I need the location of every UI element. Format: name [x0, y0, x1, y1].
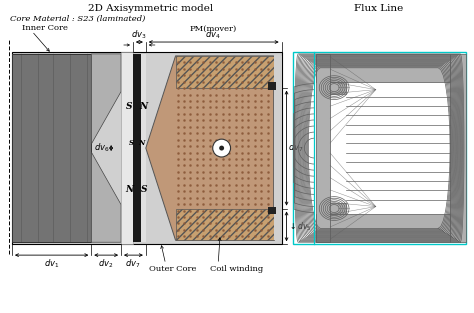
Text: 2D Axisymmetric model: 2D Axisymmetric model — [88, 4, 213, 13]
Polygon shape — [91, 152, 121, 242]
Text: N: N — [139, 139, 145, 147]
Text: S: S — [128, 139, 134, 147]
Bar — [268, 82, 276, 90]
Polygon shape — [91, 54, 121, 144]
Bar — [330, 82, 346, 94]
Text: $dv_3$: $dv_3$ — [131, 28, 146, 41]
Text: $dv_4$: $dv_4$ — [205, 28, 221, 41]
Text: PM(mover): PM(mover) — [190, 25, 237, 33]
Bar — [330, 94, 450, 203]
Text: Outer Core: Outer Core — [149, 265, 196, 273]
Text: S: S — [141, 185, 147, 194]
Bar — [330, 203, 346, 214]
Text: $dv_2$: $dv_2$ — [99, 257, 114, 269]
Bar — [268, 207, 276, 214]
Text: $dv_7$: $dv_7$ — [125, 257, 141, 269]
Circle shape — [219, 146, 224, 151]
Bar — [316, 214, 450, 242]
Text: $dv_6$: $dv_6$ — [93, 142, 109, 154]
Bar — [316, 54, 450, 82]
Text: Core Material : S23 (laminated): Core Material : S23 (laminated) — [10, 15, 146, 23]
Bar — [141, 54, 146, 242]
Circle shape — [213, 139, 230, 157]
Text: S: S — [126, 102, 132, 111]
Bar — [316, 54, 330, 242]
Bar — [12, 54, 91, 242]
Bar — [175, 56, 273, 88]
Bar — [12, 54, 91, 242]
Text: N: N — [125, 185, 133, 194]
Text: $dv_1$: $dv_1$ — [44, 257, 59, 269]
Bar — [175, 208, 273, 240]
Bar — [133, 54, 141, 242]
Text: $dv_7$: $dv_7$ — [288, 142, 303, 154]
Text: Coil winding: Coil winding — [210, 265, 264, 273]
Bar — [12, 52, 282, 244]
Text: N: N — [140, 102, 148, 111]
Polygon shape — [146, 56, 273, 240]
Text: $\downarrow dv_5$: $\downarrow dv_5$ — [288, 220, 311, 233]
Bar — [292, 52, 466, 244]
Text: Flux Line: Flux Line — [354, 4, 403, 13]
Bar — [450, 54, 466, 242]
Text: Inner Core: Inner Core — [22, 24, 68, 32]
Bar — [273, 56, 282, 240]
Bar — [121, 52, 133, 244]
